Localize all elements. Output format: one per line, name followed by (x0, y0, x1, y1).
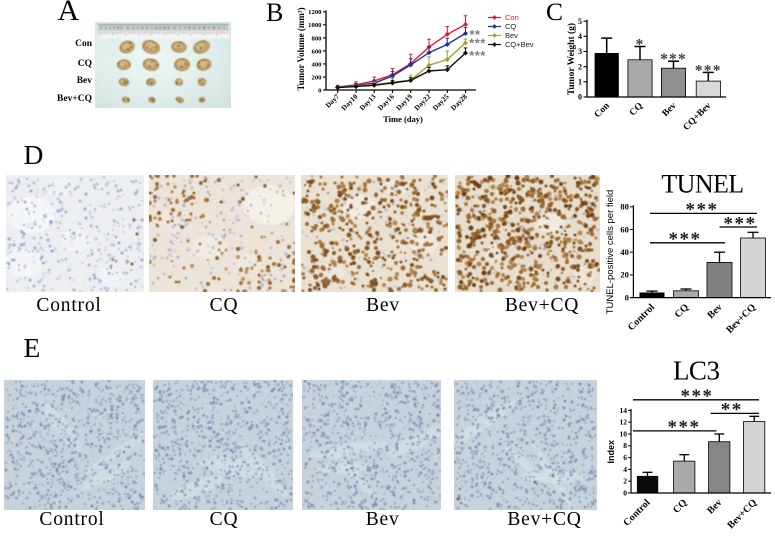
svg-text:CQ: CQ (628, 101, 645, 118)
svg-text:4: 4 (578, 32, 582, 41)
svg-text:8: 8 (623, 441, 627, 450)
svg-text:CQ+Bev: CQ+Bev (505, 40, 534, 49)
svg-text:CQ: CQ (673, 302, 692, 321)
svg-text:***: *** (681, 386, 714, 407)
svg-text:5: 5 (578, 17, 582, 26)
svg-text:Day22: Day22 (413, 92, 433, 112)
svg-text:600: 600 (311, 48, 322, 55)
svg-text:Bev: Bev (661, 101, 679, 119)
svg-text:20: 20 (620, 270, 629, 280)
svg-text:Bev: Bev (705, 302, 724, 321)
svg-text:Bev: Bev (705, 497, 724, 516)
svg-text:Index: Index (606, 440, 616, 464)
svg-text:1: 1 (578, 77, 582, 86)
svg-text:40: 40 (620, 247, 629, 257)
svg-text:Day7: Day7 (324, 92, 341, 109)
svg-text:**: ** (721, 400, 743, 421)
svg-text:TUNEL-positive cells per field: TUNEL-positive cells per field (605, 190, 616, 315)
svg-text:CQ: CQ (505, 22, 516, 31)
svg-text:***: *** (469, 48, 486, 63)
svg-text:800: 800 (311, 35, 322, 42)
svg-text:Day28: Day28 (449, 92, 469, 112)
svg-text:4: 4 (623, 465, 627, 474)
svg-text:Tumor Volume (mm³): Tumor Volume (mm³) (296, 7, 306, 90)
svg-text:LC3: LC3 (673, 356, 720, 386)
svg-text:Day13: Day13 (358, 92, 378, 112)
svg-text:Day10: Day10 (340, 92, 360, 112)
svg-text:12: 12 (620, 418, 628, 427)
svg-text:Control: Control (621, 497, 652, 528)
svg-text:0: 0 (625, 292, 629, 302)
svg-text:***: *** (695, 62, 722, 79)
svg-text:Tumor Weight (g): Tumor Weight (g) (566, 23, 577, 95)
svg-text:14: 14 (620, 406, 628, 415)
svg-text:***: *** (686, 200, 719, 221)
svg-text:Day16: Day16 (376, 92, 396, 112)
svg-text:Day19: Day19 (395, 92, 415, 112)
svg-text:***: *** (668, 417, 701, 438)
svg-text:0: 0 (578, 93, 582, 102)
svg-text:***: *** (469, 36, 486, 51)
svg-text:0: 0 (318, 87, 322, 94)
svg-text:Bev: Bev (505, 31, 518, 40)
svg-text:*: * (636, 37, 645, 54)
svg-text:Con: Con (505, 13, 519, 22)
svg-text:***: *** (669, 229, 702, 250)
svg-text:Day25: Day25 (431, 92, 451, 112)
svg-text:400: 400 (311, 61, 322, 68)
svg-text:Time (day): Time (day) (383, 114, 423, 124)
svg-text:10: 10 (620, 429, 628, 438)
svg-text:80: 80 (620, 202, 629, 212)
svg-text:Bev+CQ: Bev+CQ (726, 497, 760, 531)
svg-text:***: *** (724, 213, 757, 234)
svg-text:Control: Control (626, 302, 657, 333)
svg-text:**: ** (469, 27, 481, 42)
svg-text:CQ+Bev: CQ+Bev (682, 101, 714, 133)
svg-text:2: 2 (578, 62, 582, 71)
svg-text:***: *** (660, 51, 687, 68)
svg-text:CQ: CQ (671, 497, 690, 516)
svg-text:60: 60 (620, 224, 629, 234)
svg-text:TUNEL: TUNEL (661, 169, 743, 198)
svg-text:3: 3 (578, 47, 582, 56)
svg-text:2: 2 (623, 477, 627, 486)
svg-text:200: 200 (311, 74, 322, 81)
svg-text:0: 0 (623, 488, 627, 497)
svg-text:Con: Con (593, 101, 613, 121)
svg-text:1000: 1000 (308, 22, 322, 29)
svg-text:1200: 1200 (308, 9, 322, 16)
svg-text:6: 6 (623, 453, 627, 462)
